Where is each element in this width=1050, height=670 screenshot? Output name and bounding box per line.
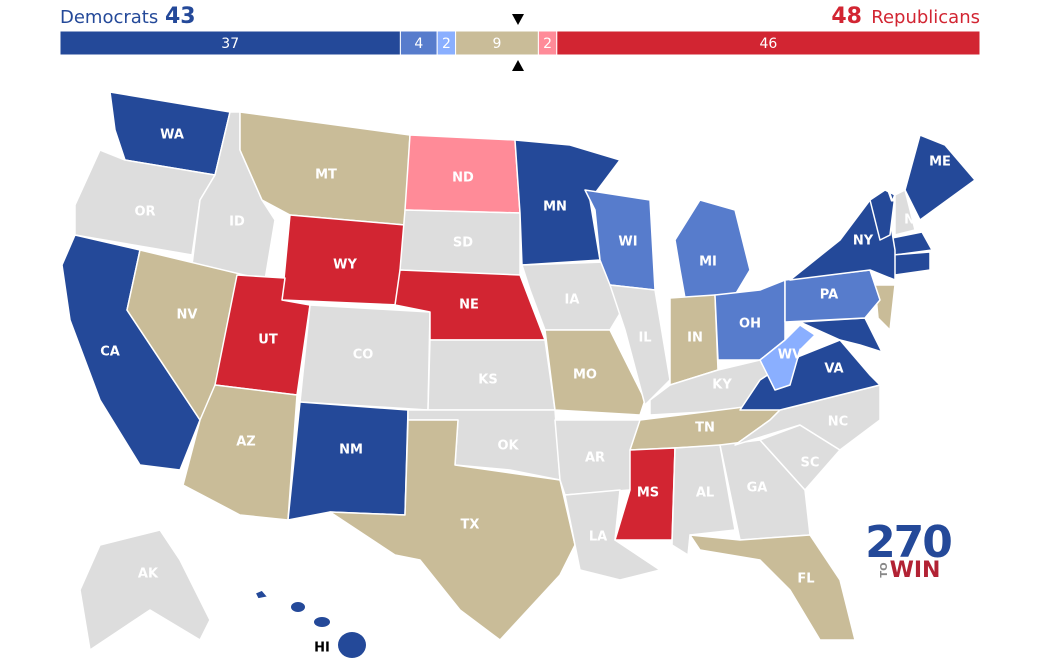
dem-name: Democrats [60, 7, 158, 28]
state-label: SC [801, 456, 820, 471]
state-label: TX [461, 518, 480, 533]
bar-segment [556, 30, 981, 56]
state-label: NM [339, 443, 363, 458]
state-label: MI [699, 255, 717, 270]
logo-win: WIN [890, 558, 941, 583]
segment-label: 2 [442, 36, 451, 52]
map: WA OR CA ID NV MT WY UT AZ CO NM ND SD NE KS OK TX MN IA MO… [61, 91, 976, 658]
state-label: VA [824, 362, 843, 377]
state-label: ME [929, 155, 951, 170]
state [759, 324, 816, 391]
dem-total: 43 [165, 4, 196, 29]
state [291, 602, 305, 612]
state [338, 632, 366, 658]
state [254, 589, 269, 600]
state-label: PA [820, 288, 838, 303]
state [904, 134, 976, 221]
majority-marker [512, 60, 524, 71]
state [329, 419, 576, 641]
state-label: GA [747, 481, 768, 496]
state-label: UT [258, 333, 278, 348]
state [719, 439, 811, 541]
state-label: WI [618, 235, 637, 250]
rep-name: Republicans [871, 7, 980, 28]
state [182, 384, 298, 521]
state-label: MT [315, 168, 337, 183]
state-label: MS [637, 486, 659, 501]
state [314, 617, 330, 627]
state [894, 189, 916, 236]
state [891, 231, 933, 256]
logo-to: TO [879, 562, 890, 577]
state-label: OK [497, 439, 519, 454]
state-label: FL [797, 572, 814, 587]
logo: 270 TO WIN [865, 517, 953, 583]
state [79, 529, 211, 651]
state-label: AR [585, 451, 605, 466]
state [734, 384, 881, 451]
state-label: ND [452, 171, 474, 186]
state-label: NV [177, 308, 198, 323]
rep-total: 48 [831, 4, 862, 29]
state-label: AL [696, 486, 714, 501]
state-label: NY [853, 234, 874, 249]
state-label: AZ [236, 435, 256, 450]
segment-label: 46 [759, 36, 777, 52]
state-label: SD [453, 236, 473, 251]
segment-label: 4 [414, 36, 423, 52]
state [874, 284, 896, 331]
logo-number: 270 [865, 517, 951, 568]
state [674, 199, 751, 299]
bar-segment [59, 30, 401, 56]
state-label: AK [138, 567, 159, 582]
state [891, 251, 931, 276]
state-label: CA [100, 345, 120, 360]
state-label: IA [565, 293, 580, 308]
state [609, 284, 671, 406]
state [514, 139, 621, 266]
state-label: IN [687, 331, 703, 346]
state-label: NC [828, 415, 848, 430]
state-label: HI [314, 641, 330, 656]
state-label: OH [739, 317, 761, 332]
state [287, 401, 409, 521]
state-label: WA [160, 128, 184, 143]
state [544, 329, 646, 416]
state-label: ID [229, 215, 245, 230]
state-label: WY [333, 258, 357, 273]
state [869, 189, 896, 241]
state-label: TN [695, 421, 715, 436]
state-label: OR [134, 205, 155, 220]
state-label: NE [459, 298, 479, 313]
bar-segment [399, 30, 438, 56]
state-label: KS [478, 373, 497, 388]
state-label: MN [543, 200, 567, 215]
segment-label: 9 [493, 36, 502, 52]
state-label: LA [589, 530, 607, 545]
bar-segment [455, 30, 539, 56]
state-label: IL [638, 331, 651, 346]
state-label: KY [712, 378, 732, 393]
balance-bar: 37 4 2 9 2 46 [59, 30, 981, 56]
majority-marker [512, 14, 524, 25]
segment-label: 37 [221, 36, 239, 52]
state-label: MO [573, 368, 597, 383]
segment-label: 2 [543, 36, 552, 52]
state [689, 534, 856, 641]
state-label: WV [778, 348, 802, 363]
state [564, 489, 661, 581]
state-label: CO [353, 348, 374, 363]
